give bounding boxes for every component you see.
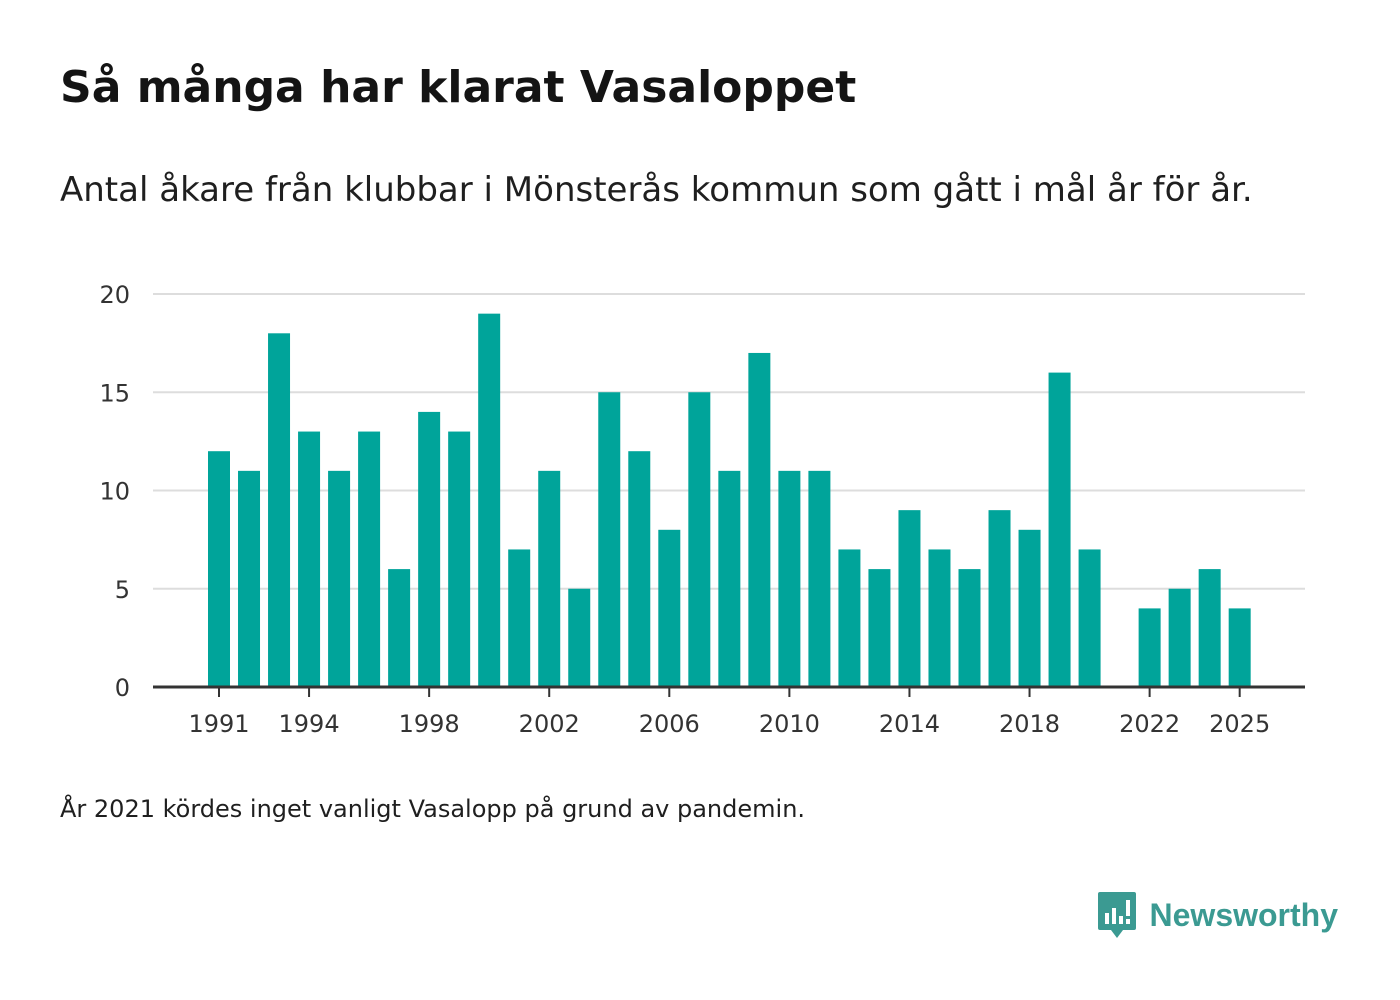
bar-2020 (1078, 549, 1101, 687)
bar-chart: 0 5 10 15 20 1991 1994 1998 2002 2006 2010 2014 201… (99, 281, 1305, 738)
newsworthy-logo[interactable]: Newsworthy (1096, 890, 1338, 940)
bar-2000 (478, 313, 501, 687)
bar-2012 (838, 549, 861, 687)
y-tick-label: 15 (99, 379, 130, 407)
x-tick-label: 1991 (188, 710, 249, 738)
bar-2004 (598, 392, 621, 687)
bar-1992 (238, 470, 261, 687)
x-tick-label: 2006 (639, 710, 700, 738)
y-tick-label: 20 (99, 281, 130, 309)
bar-2023 (1168, 588, 1191, 687)
y-tick-label: 10 (99, 478, 130, 506)
bar-1991 (208, 451, 230, 687)
chart-title: Så många har klarat Vasaloppet (60, 62, 857, 113)
x-tick-label: 1998 (399, 710, 460, 738)
bar-2007 (688, 392, 711, 687)
bar-2019 (1048, 372, 1071, 687)
bar-2003 (568, 588, 591, 687)
bar-1997 (388, 569, 411, 687)
bar-2022 (1138, 608, 1161, 687)
bar-2016 (958, 569, 981, 687)
bar-2010 (778, 470, 801, 687)
bar-2011 (808, 470, 831, 687)
bar-2006 (658, 529, 681, 687)
x-tick-label: 2014 (879, 710, 940, 738)
bar-1993 (268, 333, 291, 687)
bar-2001 (508, 549, 531, 687)
y-tick-label: 5 (115, 576, 130, 604)
bar-2015 (928, 549, 951, 687)
bar-1999 (448, 431, 471, 687)
brand-name: Newsworthy (1149, 896, 1338, 933)
x-tick-label: 2022 (1119, 710, 1180, 738)
x-axis-labels: 1991 1994 1998 2002 2006 2010 2014 2018 2022 2025 (188, 710, 1270, 738)
bar-2013 (868, 569, 891, 687)
chart-subtitle: Antal åkare från klubbar i Mönsterås kom… (60, 170, 1253, 210)
footnote: År 2021 kördes inget vanligt Vasalopp på… (60, 795, 806, 823)
bar-1994 (298, 431, 321, 687)
bar-1996 (358, 431, 381, 687)
bar-2008 (718, 470, 741, 687)
x-tick-label: 2018 (999, 710, 1060, 738)
bar-2025 (1228, 608, 1251, 687)
bar-2009 (748, 352, 771, 687)
bar-2017 (988, 510, 1011, 687)
y-tick-label: 0 (115, 674, 130, 702)
bar-2018 (1018, 529, 1041, 687)
bar-2014 (898, 510, 921, 687)
bar-1995 (328, 470, 351, 687)
bar-2024 (1198, 569, 1221, 687)
y-axis-labels: 0 5 10 15 20 (99, 281, 130, 702)
bar-2002 (538, 470, 561, 687)
newsworthy-logo-icon (1097, 892, 1136, 938)
x-tick-label: 1994 (279, 710, 340, 738)
x-tick-label: 2002 (519, 710, 580, 738)
bars (208, 313, 1251, 687)
bar-1998 (418, 411, 441, 687)
bar-2005 (628, 451, 651, 687)
x-axis (153, 685, 1305, 697)
x-tick-label: 2025 (1209, 710, 1270, 738)
x-tick-label: 2010 (759, 710, 820, 738)
